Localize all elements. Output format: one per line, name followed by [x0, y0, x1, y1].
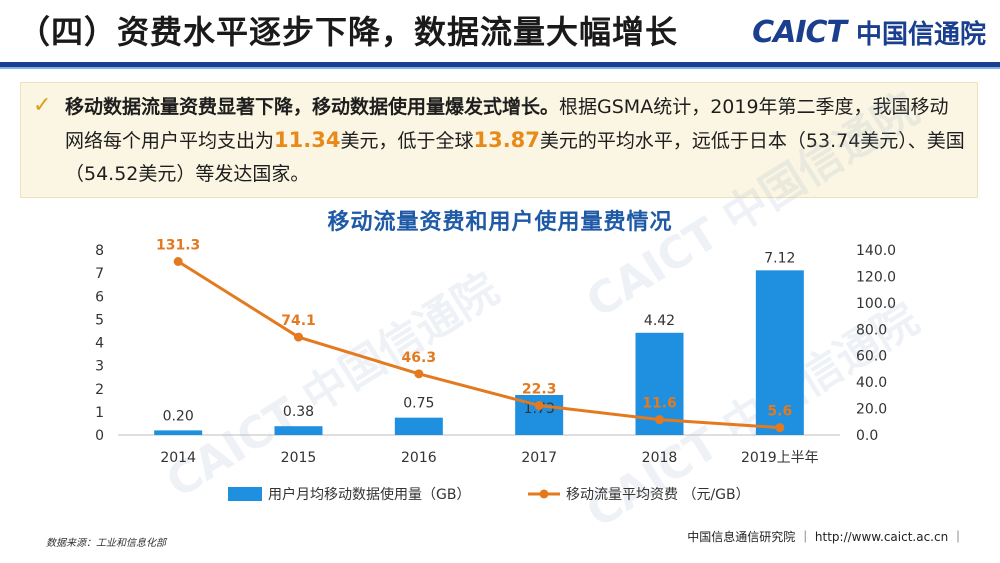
y-right-tick-label: 100.0 [856, 296, 896, 312]
line-data-label: 11.6 [642, 396, 677, 412]
y-right-tick-label: 20.0 [856, 402, 887, 418]
line-series [177, 260, 780, 430]
bar-data-label: 0.75 [403, 396, 434, 412]
summary-box: ✓ 移动数据流量资费显著下降，移动数据使用量爆发式增长。根据GSMA统计，201… [20, 82, 978, 198]
highlight-global-spend: 13.87 [473, 128, 540, 152]
y-right-tick-label: 80.0 [856, 322, 887, 338]
y-right-tick-label: 0.0 [856, 428, 878, 444]
x-tick-label: 2018 [642, 450, 678, 466]
logo-cn: 中国信通院 [855, 19, 986, 50]
summary-text-part-1: 根据GSMA统计，2019年第二季度，我国移动网络每个用户平均支出为 [65, 96, 949, 152]
bar [755, 270, 804, 435]
bar-data-label: 0.20 [163, 408, 194, 424]
y-left-tick-label: 4 [95, 336, 104, 352]
header-divider [0, 62, 1000, 67]
bar [394, 417, 443, 435]
x-tick-label: 2016 [401, 450, 437, 466]
summary-text-part-2: 美元，低于全球 [340, 130, 474, 152]
y-right-tick-label: 140.0 [856, 243, 896, 259]
y-left-tick-label: 1 [95, 405, 104, 421]
summary-text: 移动数据流量资费显著下降，移动数据使用量爆发式增长。根据GSMA统计，2019年… [65, 91, 965, 191]
highlight-china-spend: 11.34 [274, 128, 341, 152]
line-point [655, 415, 664, 425]
y-left-tick-label: 7 [95, 266, 104, 282]
header: （四）资费水平逐步下降，数据流量大幅增长 CAICT 中国信通院 [0, 0, 1000, 69]
chart-title: 移动流量资费和用户使用量费情况 [327, 210, 673, 235]
summary-text-part-3: 美元的平均水平，远低于日本（53.74美元）、美国（54.52美元）等发达国家。 [65, 130, 965, 185]
legend-label-bar: 用户月均移动数据使用量（GB） [268, 486, 470, 503]
line-data-label: 74.1 [281, 313, 316, 329]
y-right-tick-label: 40.0 [856, 375, 887, 391]
caict-logo: CAICT 中国信通院 [752, 14, 986, 50]
line-data-label: 22.3 [522, 382, 557, 398]
y-left-tick-label: 6 [95, 289, 104, 305]
line-data-label: 46.3 [402, 350, 437, 366]
bar [154, 430, 203, 435]
footer-org: 中国信息通信研究院 ｜ http://www.caict.ac.cn ｜ [687, 530, 964, 544]
line-point [173, 256, 183, 266]
y-left-tick-label: 2 [95, 382, 104, 398]
bar-data-label: 0.38 [283, 404, 314, 420]
y-left-tick-label: 8 [95, 243, 104, 259]
line-point [414, 369, 424, 379]
data-source: 数据来源：工业和信息化部 [46, 538, 166, 549]
x-tick-label: 2017 [521, 450, 557, 466]
line-point [775, 423, 785, 433]
y-right-tick-label: 60.0 [856, 349, 887, 365]
legend-label-line: 移动流量平均资费 （元/GB） [566, 487, 750, 503]
header-divider-accent [0, 67, 1000, 69]
page-title: （四）资费水平逐步下降，数据流量大幅增长 [18, 13, 679, 51]
line-data-label: 131.3 [156, 237, 200, 253]
x-tick-label: 2015 [281, 450, 317, 466]
x-tick-label: 2014 [160, 450, 196, 466]
x-tick-label: 2019上半年 [741, 450, 819, 466]
y-left-tick-label: 3 [95, 359, 104, 375]
bar-data-label: 4.42 [644, 313, 675, 329]
y-left-tick-label: 0 [95, 428, 104, 444]
logo-en: CAICT [752, 14, 847, 50]
legend-swatch-marker [539, 489, 549, 499]
legend-swatch-bar [228, 487, 262, 501]
y-left-tick-label: 5 [95, 312, 104, 328]
summary-lead: 移动数据流量资费显著下降，移动数据使用量爆发式增长。 [65, 96, 560, 118]
combo-chart: 0123456780.020.040.060.080.0100.0120.014… [95, 237, 896, 503]
line-point [294, 332, 303, 342]
checkmark-icon: ✓ [33, 93, 52, 118]
y-right-tick-label: 120.0 [856, 269, 896, 285]
bar [274, 426, 323, 435]
bar-data-label: 7.12 [764, 250, 795, 266]
line-point [534, 401, 544, 411]
line-data-label: 5.6 [767, 404, 792, 420]
